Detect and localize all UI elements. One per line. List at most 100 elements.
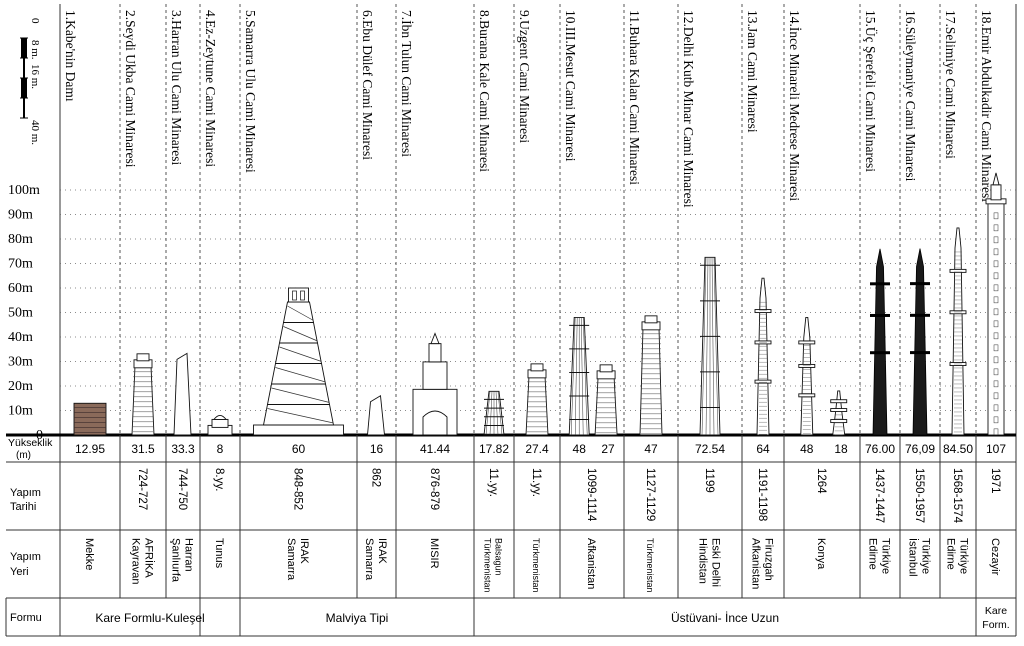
y-axis-label: 0 <box>36 428 43 443</box>
scale-bar: 0 8 m. 16 m. 40 m. <box>20 18 41 145</box>
construction-place: Türkmenistan <box>483 538 493 593</box>
minaret-column: 7.İbn Tulun Cami Minaresi 41.44 876-879 MIS… <box>399 10 458 569</box>
minaret-title: 10.III.Mesut Cami Minaresi <box>563 10 578 162</box>
y-axis-label: 30m <box>8 355 33 370</box>
construction-year: 1264 <box>815 468 827 494</box>
height-value: 107 <box>986 442 1006 456</box>
minaret-title: 14.İnce Minareli Medrese Minaresi <box>787 10 802 201</box>
minaret-column: 10.III.Mesut Cami Minaresi 48 27 1099-1114 A… <box>563 10 618 589</box>
scale-tick-label: 0 <box>29 18 41 24</box>
construction-year: 1437-1447 <box>873 468 885 523</box>
minaret-title: 3.Harran Ulu Cami Minaresi <box>169 10 184 165</box>
height-value: 72.54 <box>695 442 725 456</box>
minaret-column: 13.Jam Cami Minaresi 64 1191-1198 Afkanista… <box>745 10 775 589</box>
construction-place: Balsagun <box>494 538 504 576</box>
height-value: 48 <box>573 442 587 456</box>
construction-year: 1568-1574 <box>951 468 963 524</box>
height-value: 84.50 <box>943 442 973 456</box>
construction-place: Tunus <box>213 538 225 569</box>
construction-year: 1127-1129 <box>644 468 656 521</box>
y-axis-label: 60m <box>8 281 33 296</box>
y-axis-label: 20m <box>8 379 33 394</box>
form-label: Kare <box>985 605 1007 617</box>
construction-place: Edirne <box>867 538 879 570</box>
y-axis-label: 90m <box>8 208 33 223</box>
construction-place: MISIR <box>428 538 440 569</box>
height-value: 18 <box>834 442 848 456</box>
construction-year: 11.yy. <box>487 468 499 497</box>
row-label: Formu <box>10 612 42 624</box>
minaret-column: 16.Süleymaniye Cami Minaresi 76,09 1550-19… <box>903 10 935 577</box>
minaret-title: 9.Uzgent Cami Minaresi <box>517 10 532 143</box>
construction-year: 862 <box>370 468 382 487</box>
y-axis-label: 100m <box>8 183 40 198</box>
minaret-column: 14.İnce Minareli Medrese Minaresi 48 18 126… <box>787 10 848 570</box>
construction-place: Afkanistan <box>585 538 597 589</box>
minaret-column: 2.Seydi Ukba Cami Minaresi 31.5 724-727 Kay… <box>123 10 156 584</box>
construction-place: IRAK <box>376 538 388 564</box>
construction-place: Konya <box>815 538 827 570</box>
construction-place: Edirne <box>945 538 957 570</box>
construction-place: Mekke <box>83 538 95 570</box>
height-value: 76,09 <box>905 442 935 456</box>
construction-place: Şanlıurfa <box>170 538 182 583</box>
height-value: 16 <box>370 442 384 456</box>
construction-place: Cezayir <box>989 538 1001 576</box>
height-value: 41.44 <box>420 442 450 456</box>
construction-place: Samarra <box>363 538 375 581</box>
y-axis-label: 50m <box>8 306 33 321</box>
height-value: 8 <box>217 442 224 456</box>
height-value: 17.82 <box>479 442 509 456</box>
height-value: 12.95 <box>75 442 105 456</box>
construction-year: 1191-1198 <box>756 468 768 521</box>
minaret-column: 4.Ez-Zeytune Cami Minaresi 8 8.yy. Tunus <box>203 10 233 569</box>
minaret-column: 18.Emir Abdulkadir Cami Minaresi 107 1971 C… <box>979 10 1007 576</box>
construction-place: Firuzgah <box>763 538 775 581</box>
minaret-column: 8.Burana Kale Cami Minaresi 17.82 11.yy. Tü… <box>477 10 509 593</box>
minaret-title: 11.Buhara Kalan Cami Minaresi <box>627 10 642 185</box>
construction-year: 1099-1114 <box>585 468 597 522</box>
minaret-title: 2.Seydi Ukba Cami Minaresi <box>123 10 138 168</box>
construction-place: Kayravan <box>130 538 142 584</box>
y-axis-label: 70m <box>8 257 33 272</box>
minaret-title: 5.Samarra Ulu Cami Minaresi <box>243 10 258 173</box>
minaret-column: 11.Buhara Kalan Cami Minaresi 47 1127-1129… <box>627 10 663 593</box>
minaret-title: 18.Emir Abdulkadir Cami Minaresi <box>979 10 994 202</box>
construction-place: İstanbul <box>907 538 920 577</box>
minaret-title: 6.Ebu Dülef Cami Minaresi <box>360 10 375 160</box>
minaret-column: 17.Selimiye Cami Minaresi 84.50 1568-1574 E… <box>943 10 973 574</box>
construction-place: Türkmenistan <box>645 538 655 593</box>
height-value: 47 <box>644 442 658 456</box>
scale-tick-label: 8 m. <box>29 40 41 60</box>
construction-year: 744-750 <box>176 468 188 510</box>
minaret-column: 3.Harran Ulu Cami Minaresi 33.3 744-750 Şan… <box>169 10 195 583</box>
minaret-title: 7.İbn Tulun Cami Minaresi <box>399 10 414 157</box>
construction-place: IRAK <box>298 538 310 564</box>
row-label: Yeri <box>10 566 29 578</box>
minaret-column: 12.Delhi Kutb Minar Cami Minaresi 72.54 11… <box>681 10 725 587</box>
y-axis-label: 10m <box>8 404 33 419</box>
construction-place: AFRİKA <box>143 538 156 578</box>
construction-place: Eski Delhi <box>710 538 722 587</box>
construction-year: 8.yy. <box>213 468 225 491</box>
construction-year: 1550-1957 <box>913 468 925 523</box>
height-value: 27.4 <box>525 442 549 456</box>
row-label: Yapım <box>10 487 41 499</box>
scale-tick-label: 40 m. <box>29 120 41 145</box>
height-value: 33.3 <box>171 442 195 456</box>
minaret-column: 1.Kabe'nin Damı 12.95 Mekke <box>63 10 107 570</box>
construction-place: Türkiye <box>880 538 892 574</box>
form-label: Üstüvani- İnce Uzun <box>671 611 779 625</box>
minaret-title: 17.Selimiye Cami Minaresi <box>943 10 958 159</box>
height-value: 27 <box>601 442 615 456</box>
minaret-column: 15.Üç Şerefeli Cami Minaresi 76.00 1437-14… <box>863 10 895 574</box>
minaret-title: 12.Delhi Kutb Minar Cami Minaresi <box>681 10 696 208</box>
minaret-column: 9.Uzgent Cami Minaresi 27.4 11.yy. Türkmeni… <box>517 10 549 593</box>
construction-place: Türkiye <box>920 538 932 574</box>
construction-place: Afkanistan <box>750 538 762 589</box>
construction-year: 724-727 <box>136 468 148 510</box>
minaret-title: 4.Ez-Zeytune Cami Minaresi <box>203 10 218 167</box>
height-value: 76.00 <box>865 442 895 456</box>
row-label: Tarihi <box>10 501 36 513</box>
